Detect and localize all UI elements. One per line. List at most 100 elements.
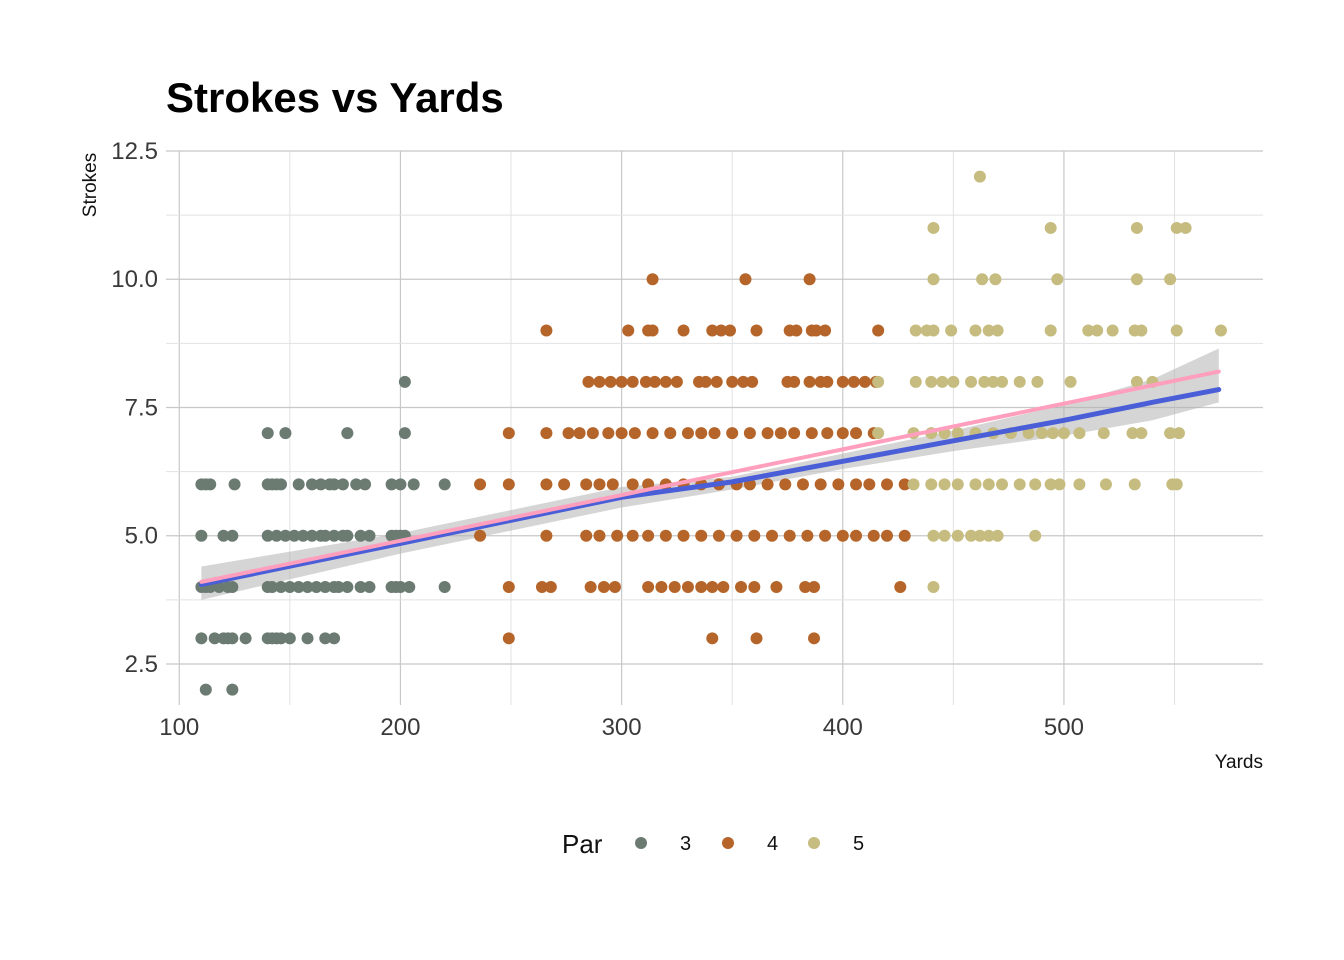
point-par-3 — [226, 581, 239, 594]
point-par-4 — [681, 427, 694, 440]
point-par-4 — [810, 324, 823, 337]
point-par-5 — [1029, 478, 1042, 491]
point-par-3 — [226, 683, 239, 696]
point-par-3 — [398, 375, 411, 388]
point-par-4 — [706, 632, 719, 645]
point-par-5 — [1130, 375, 1143, 388]
point-par-3 — [217, 529, 230, 542]
point-par-5 — [1164, 427, 1177, 440]
point-par-4 — [750, 324, 763, 337]
point-par-5 — [982, 529, 995, 542]
point-par-3 — [226, 529, 239, 542]
point-par-4 — [708, 427, 721, 440]
point-par-3 — [292, 581, 305, 594]
point-par-5 — [973, 170, 986, 183]
point-par-3 — [261, 529, 274, 542]
point-par-3 — [332, 581, 345, 594]
point-par-5 — [907, 478, 920, 491]
point-par-4 — [706, 324, 719, 337]
point-par-5 — [1073, 427, 1086, 440]
point-par-3 — [283, 581, 296, 594]
point-par-5 — [1135, 324, 1148, 337]
point-par-4 — [850, 478, 863, 491]
confidence-band — [201, 348, 1219, 600]
point-par-4 — [735, 581, 748, 594]
trend-layer — [198, 369, 1222, 587]
point-par-3 — [275, 581, 288, 594]
point-par-4 — [582, 375, 595, 388]
point-par-3 — [319, 529, 332, 542]
point-par-4 — [805, 427, 818, 440]
point-par-3 — [363, 529, 376, 542]
point-par-4 — [803, 273, 816, 286]
point-par-4 — [611, 529, 624, 542]
point-par-5 — [982, 478, 995, 491]
point-par-5 — [1097, 427, 1110, 440]
point-par-3 — [341, 581, 354, 594]
point-par-4 — [615, 375, 628, 388]
point-par-4 — [502, 632, 515, 645]
point-par-5 — [1106, 324, 1119, 337]
point-par-4 — [850, 427, 863, 440]
point-par-4 — [788, 427, 801, 440]
point-par-3 — [363, 581, 376, 594]
point-par-5 — [1035, 427, 1048, 440]
point-par-4 — [761, 478, 774, 491]
point-par-3 — [204, 478, 217, 491]
point-par-4 — [779, 478, 792, 491]
point-par-4 — [867, 529, 880, 542]
point-par-5 — [872, 375, 885, 388]
point-par-5 — [1051, 273, 1064, 286]
point-par-4 — [580, 478, 593, 491]
point-par-4 — [573, 427, 586, 440]
y-tick-label: 12.5 — [111, 138, 158, 165]
point-par-3 — [305, 478, 318, 491]
gridlines — [166, 150, 1263, 705]
point-par-4 — [646, 427, 659, 440]
point-par-4 — [730, 529, 743, 542]
point-par-4 — [646, 273, 659, 286]
point-par-5 — [927, 324, 940, 337]
point-par-4 — [540, 427, 553, 440]
point-par-3 — [275, 478, 288, 491]
point-par-4 — [847, 375, 860, 388]
smooth-trend-line — [198, 387, 1222, 587]
point-par-4 — [535, 581, 548, 594]
point-par-3 — [398, 427, 411, 440]
point-par-4 — [761, 427, 774, 440]
point-par-5 — [1013, 478, 1026, 491]
point-par-4 — [819, 529, 832, 542]
point-par-4 — [642, 581, 655, 594]
point-par-4 — [799, 581, 812, 594]
point-par-3 — [319, 581, 332, 594]
point-par-4 — [608, 581, 621, 594]
point-par-5 — [1135, 427, 1148, 440]
point-par-3 — [350, 478, 363, 491]
point-par-4 — [748, 529, 761, 542]
point-par-3 — [297, 529, 310, 542]
point-par-3 — [305, 529, 318, 542]
point-par-4 — [606, 478, 619, 491]
point-par-5 — [1170, 324, 1183, 337]
legend-key-par-4 — [722, 837, 734, 849]
point-par-5 — [945, 324, 958, 337]
point-par-4 — [586, 427, 599, 440]
point-par-5 — [1082, 324, 1095, 337]
point-par-3 — [275, 632, 288, 645]
y-axis-title: Strokes — [80, 153, 101, 217]
point-par-4 — [502, 427, 515, 440]
point-par-4 — [743, 427, 756, 440]
point-par-3 — [228, 478, 241, 491]
point-par-5 — [1214, 324, 1227, 337]
confidence-band-layer — [201, 348, 1219, 600]
point-par-3 — [270, 529, 283, 542]
y-tick-label: 2.5 — [125, 651, 158, 678]
point-par-3 — [328, 529, 341, 542]
point-par-3 — [208, 632, 221, 645]
point-par-4 — [832, 478, 845, 491]
point-par-5 — [973, 529, 986, 542]
point-par-3 — [266, 581, 279, 594]
point-par-5 — [976, 273, 989, 286]
point-par-4 — [626, 375, 639, 388]
